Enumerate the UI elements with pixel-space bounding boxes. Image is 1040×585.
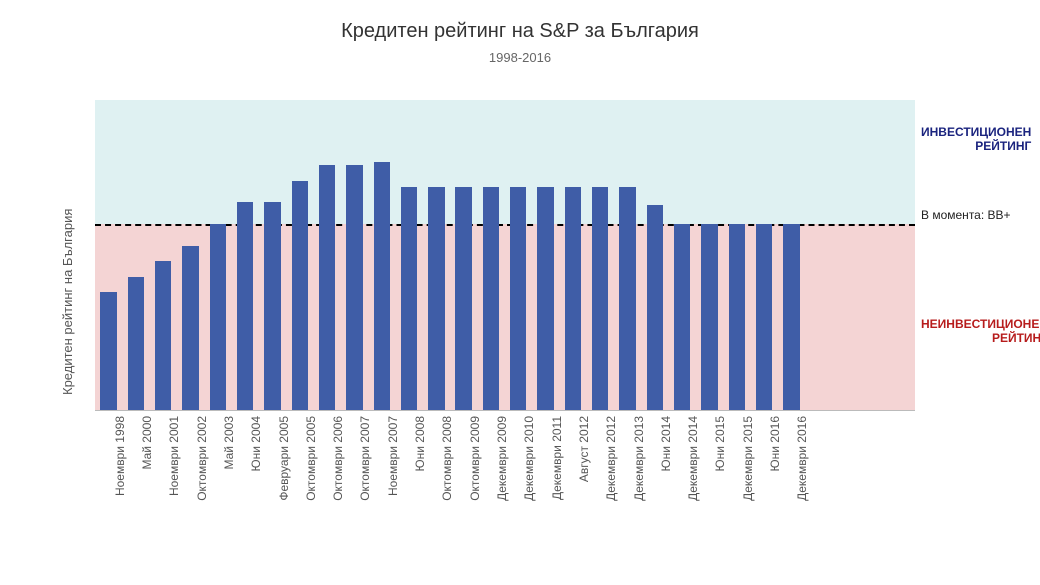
current-rating-label: В момента: BB+ — [921, 208, 1011, 222]
bar — [756, 224, 772, 410]
x-axis-label: Декември 2013 — [632, 416, 646, 501]
bar — [210, 224, 226, 410]
bar — [592, 187, 608, 410]
x-axis-label: Октомври 2007 — [358, 416, 372, 501]
bar — [292, 181, 308, 410]
chart-title: Кредитен рейтинг на S&P за България — [0, 20, 1040, 43]
x-axis-label: Октомври 2009 — [468, 416, 482, 501]
bar — [647, 205, 663, 410]
bar — [729, 224, 745, 410]
noninvestment-label-line2: РЕЙТИНГ — [992, 331, 1040, 345]
x-axis-label: Октомври 2008 — [440, 416, 454, 501]
bar — [783, 224, 799, 410]
x-axis-label: Юни 2015 — [713, 416, 727, 471]
investment-label-line1: ИНВЕСТИЦИОНЕН — [921, 125, 1031, 139]
x-axis-label: Юни 2016 — [768, 416, 782, 471]
x-axis-label: Юни 2004 — [249, 416, 263, 471]
chart-container: Кредитен рейтинг на S&P за България 1998… — [0, 0, 1040, 585]
bars-group — [95, 100, 915, 410]
x-axis-line — [95, 410, 915, 411]
x-axis-label: Октомври 2002 — [195, 416, 209, 501]
x-axis-label: Ноември 2001 — [167, 416, 181, 496]
bar — [155, 261, 171, 410]
bar — [537, 187, 553, 410]
x-axis-label: Август 2012 — [577, 416, 591, 482]
bar — [401, 187, 417, 410]
x-axis-label: Декември 2012 — [604, 416, 618, 501]
bar — [319, 165, 335, 410]
bar — [565, 187, 581, 410]
chart-subtitle: 1998-2016 — [0, 50, 1040, 65]
x-axis-label: Май 2003 — [222, 416, 236, 470]
bar — [346, 165, 362, 410]
x-axis-label: Юни 2014 — [659, 416, 673, 471]
bar — [128, 277, 144, 410]
bar — [483, 187, 499, 410]
bar — [619, 187, 635, 410]
x-axis-label: Ноември 1998 — [113, 416, 127, 496]
x-axis-label: Октомври 2006 — [331, 416, 345, 501]
x-axis-label: Май 2000 — [140, 416, 154, 470]
noninvestment-label-line1: НЕИНВЕСТИЦИОНЕН — [921, 317, 1040, 331]
x-axis-label: Декември 2014 — [686, 416, 700, 501]
investment-label: ИНВЕСТИЦИОНЕН РЕЙТИНГ — [921, 125, 1031, 153]
bar — [182, 246, 198, 410]
x-axis-label: Февруари 2005 — [277, 416, 291, 501]
bar — [701, 224, 717, 410]
bar — [100, 292, 116, 410]
bar — [237, 202, 253, 410]
x-axis-label: Ноември 2007 — [386, 416, 400, 496]
x-axis-label: Юни 2008 — [413, 416, 427, 471]
y-axis-label: Кредитен рейтинг на България — [60, 208, 75, 394]
x-axis-label: Декември 2015 — [741, 416, 755, 501]
bar — [674, 224, 690, 410]
noninvestment-label: НЕИНВЕСТИЦИОНЕН РЕЙТИНГ — [921, 317, 1040, 345]
x-axis-label: Декември 2009 — [495, 416, 509, 501]
x-axis-label: Октомври 2005 — [304, 416, 318, 501]
x-axis-label: Декември 2011 — [550, 416, 564, 500]
bar — [510, 187, 526, 410]
x-axis-label: Декември 2016 — [795, 416, 809, 501]
x-axis-label: Декември 2010 — [522, 416, 536, 501]
bar — [374, 162, 390, 410]
investment-label-line2: РЕЙТИНГ — [975, 139, 1031, 153]
plot-area: Ноември 1998Май 2000Ноември 2001Октомври… — [95, 100, 915, 410]
bar — [428, 187, 444, 410]
bar — [455, 187, 471, 410]
bar — [264, 202, 280, 410]
